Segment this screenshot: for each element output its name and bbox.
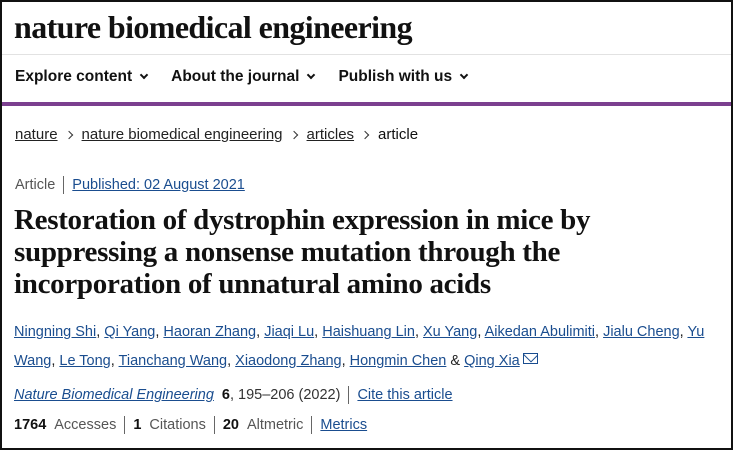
- site-logo[interactable]: nature biomedical engineering: [14, 9, 413, 45]
- nav-item-label: Publish with us: [338, 68, 453, 85]
- pages-year: , 195–206 (2022): [229, 387, 341, 403]
- author-link[interactable]: Ningning Shi: [14, 324, 97, 340]
- altmetric-label: Altmetric: [246, 417, 304, 433]
- author-link[interactable]: Tianchang Wang: [118, 353, 228, 369]
- chevron-right-icon: [360, 130, 370, 139]
- breadcrumb-link-nature[interactable]: nature: [15, 126, 58, 143]
- author-link[interactable]: Yu Wang: [14, 324, 705, 369]
- article-title: Restoration of dystrophin expression in …: [14, 204, 591, 300]
- author-link[interactable]: Xiaodong Zhang: [235, 353, 342, 369]
- author-separator: ,: [341, 353, 350, 369]
- author-link[interactable]: Jiaqi Lu: [264, 324, 315, 340]
- chevron-right-icon: [289, 130, 298, 139]
- author-link[interactable]: Jialu Cheng: [603, 324, 680, 340]
- altmetric-count: 20: [222, 417, 239, 433]
- breadcrumb: nature nature biomedical engineering art…: [15, 126, 418, 143]
- author-link[interactable]: Le Tong: [59, 353, 111, 369]
- journal-link[interactable]: Nature Biomedical Engineering: [14, 387, 214, 403]
- breadcrumb-link-articles[interactable]: articles: [306, 126, 355, 143]
- author-separator: ,: [679, 324, 688, 340]
- volume: 6: [221, 387, 230, 403]
- accesses-label: Accesses: [54, 417, 117, 433]
- header-divider: [2, 54, 731, 55]
- author-separator: ,: [477, 324, 485, 340]
- breadcrumb-current: article: [378, 126, 419, 143]
- citation-line: Nature Biomedical Engineering 6 , 195–20…: [14, 386, 453, 404]
- published-date-link[interactable]: Published: 02 August 2021: [72, 177, 245, 193]
- article-metrics: 1764 Accesses 1 Citations 20 Altmetric M…: [14, 416, 367, 434]
- author-separator: ,: [96, 324, 105, 340]
- chevron-down-icon: [459, 70, 469, 80]
- nav-publish-with-us[interactable]: Publish with us: [338, 68, 469, 86]
- nav-item-label: Explore content: [15, 68, 133, 85]
- author-link[interactable]: Haishuang Lin: [322, 324, 415, 340]
- chevron-down-icon: [307, 70, 316, 80]
- chevron-right-icon: [64, 130, 73, 139]
- author-link[interactable]: Aikedan Abulimiti: [484, 324, 595, 340]
- breadcrumb-link-journal[interactable]: nature biomedical engineering: [81, 126, 283, 143]
- author-link[interactable]: Hongmin Chen: [349, 353, 447, 369]
- article-type: Article: [15, 177, 56, 193]
- nav-item-label: About the journal: [171, 68, 300, 85]
- divider: [63, 176, 65, 194]
- author-link[interactable]: Haoran Zhang: [163, 324, 257, 340]
- author-link[interactable]: Qi Yang: [104, 324, 156, 340]
- main-nav: Explore content About the journal Publis…: [15, 68, 469, 86]
- chevron-down-icon: [139, 70, 149, 80]
- nav-about-journal[interactable]: About the journal: [171, 68, 316, 86]
- author-list: Ningning Shi, Qi Yang, Haoran Zhang, Jia…: [14, 318, 719, 376]
- author-separator: ,: [414, 324, 424, 340]
- author-separator: ,: [110, 353, 119, 369]
- author-separator: ,: [155, 324, 164, 340]
- author-link[interactable]: Xu Yang: [423, 324, 478, 340]
- accesses-count: 1764: [14, 417, 47, 433]
- citations-count: 1: [133, 417, 142, 433]
- author-link[interactable]: Qing Xia: [464, 353, 520, 369]
- author-separator: &: [446, 353, 465, 369]
- mail-icon[interactable]: [522, 353, 538, 364]
- author-separator: ,: [314, 324, 323, 340]
- nav-accent-bar: [2, 102, 731, 106]
- author-separator: ,: [256, 324, 265, 340]
- divider: [311, 416, 313, 434]
- author-separator: ,: [51, 353, 60, 369]
- author-separator: ,: [227, 353, 236, 369]
- divider: [213, 416, 215, 434]
- author-separator: ,: [595, 324, 604, 340]
- divider: [348, 386, 350, 404]
- nav-explore-content[interactable]: Explore content: [15, 68, 149, 86]
- metrics-link[interactable]: Metrics: [320, 417, 368, 433]
- article-meta: Article Published: 02 August 2021: [15, 176, 245, 194]
- cite-article-link[interactable]: Cite this article: [357, 387, 453, 403]
- divider: [124, 416, 126, 434]
- citations-label: Citations: [149, 417, 206, 433]
